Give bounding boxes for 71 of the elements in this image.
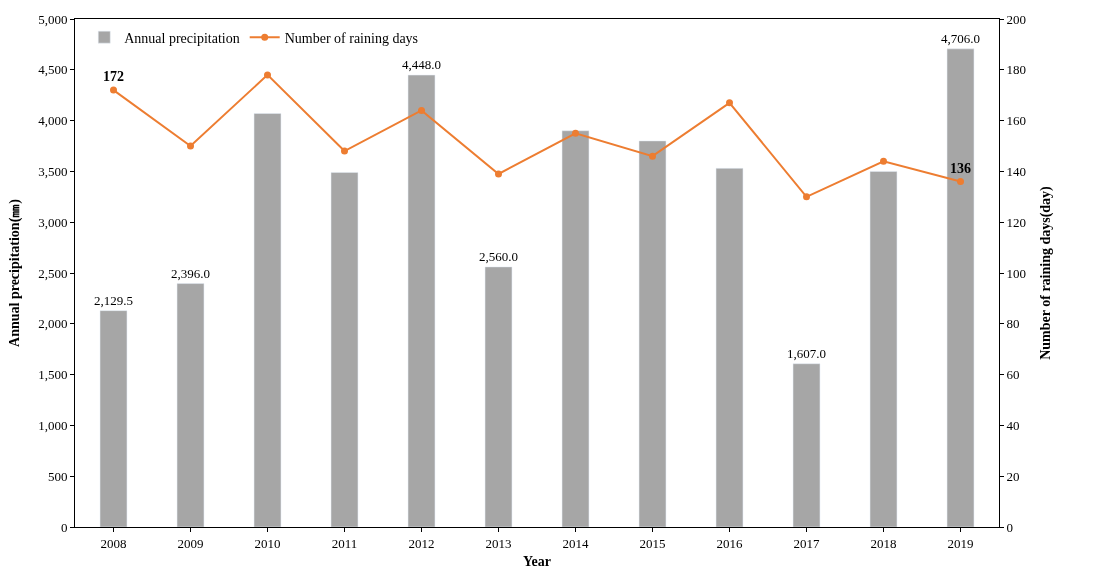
x-tick-label: 2008 [100,535,127,551]
point [803,193,810,201]
y-tick-label: 1,000 [38,417,68,433]
y-tick-label: 2,000 [38,316,68,332]
x-tick-label: 2009 [177,535,204,551]
y2-tick-label: 60 [1006,367,1020,383]
x-tick-label: 2017 [793,535,820,551]
bar [407,74,436,527]
x-tick-label: 2018 [870,535,897,551]
y-tick-label: 3,000 [38,214,68,230]
bar [869,171,898,527]
data-label: 2,396.0 [171,265,210,281]
data-label: 2,129.5 [94,292,134,308]
x-tick-label: 2019 [947,535,974,551]
y2-axis-title: Number of raining days(day) [1038,185,1055,360]
y-tick-label: 1,500 [38,367,68,383]
point [418,106,425,114]
point [572,129,579,137]
x-tick-label: 2013 [485,535,512,551]
bar [715,168,744,527]
y2-tick-label: 0 [1006,519,1014,535]
y2-tick-label: 180 [1006,62,1027,78]
data-label: 1,607.0 [787,345,826,361]
bar [792,363,821,527]
data-label: 172 [103,69,124,85]
y-tick-label: 4,500 [38,62,68,78]
data-label: 2,560.0 [479,248,519,264]
y-tick-label: 2,500 [38,265,68,281]
legend-label: Number of raining days [284,30,419,46]
point [341,147,348,155]
y-tick-label: 5,000 [38,11,68,27]
x-tick-label: 2016 [716,535,743,551]
x-tick-label: 2010 [254,535,281,551]
x-tick-label: 2014 [562,535,589,551]
y2-tick-label: 200 [1006,11,1027,27]
point [880,157,887,165]
y2-tick-label: 160 [1006,113,1027,129]
data-label: 4,448.0 [402,57,442,73]
y-tick-label: 3,500 [38,163,68,179]
y2-tick-label: 40 [1006,417,1020,433]
y-axis-title: Annual precipitation(㎜) [6,198,23,347]
y2-tick-label: 80 [1006,316,1020,332]
point [495,170,502,178]
data-label: 136 [950,160,971,176]
y-tick-label: 500 [47,468,68,484]
y-tick-label: 4,000 [38,113,68,129]
point [649,152,656,160]
x-tick-label: 2012 [408,535,435,551]
point [264,71,271,79]
bar [99,310,128,527]
point [187,142,194,150]
bar [176,283,205,527]
y-tick-label: 0 [60,519,68,535]
bar [561,130,590,527]
legend-label: Annual precipitation [124,30,240,46]
y2-tick-label: 100 [1006,265,1027,281]
point [726,99,733,107]
point [957,178,964,186]
x-axis-title: Year [523,553,551,569]
y2-tick-label: 20 [1006,468,1020,484]
data-label: 4,706.0 [941,30,980,46]
bar [253,113,282,527]
bar [484,266,513,527]
x-tick-label: 2011 [331,535,358,551]
x-tick-label: 2015 [639,535,666,551]
point [110,86,117,94]
bar [946,48,975,527]
bar [330,172,359,527]
y2-tick-label: 140 [1006,163,1027,179]
y2-tick-label: 120 [1006,214,1027,230]
bar [638,140,667,527]
